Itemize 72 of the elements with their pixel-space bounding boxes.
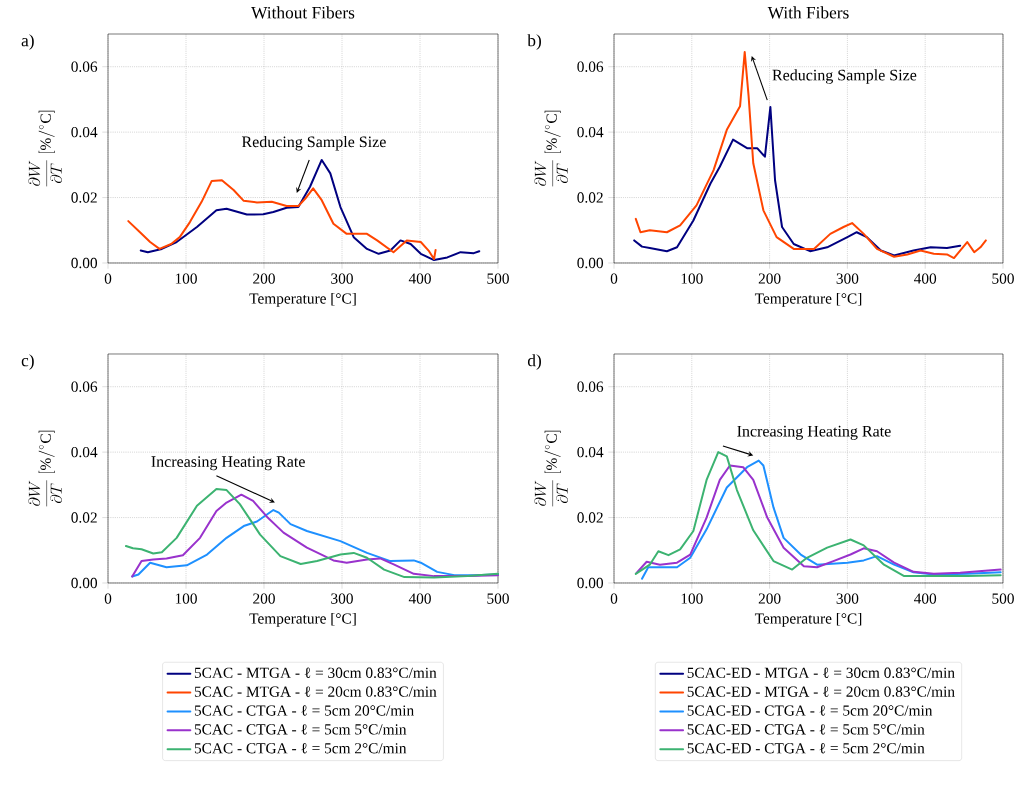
x-axis-title: Temperature [°C] — [249, 612, 356, 627]
chart-title: Without Fibers — [251, 6, 355, 19]
annotation: Increasing Heating Rate — [737, 425, 891, 440]
x-tick-label: 100 — [175, 593, 197, 604]
legend-label: 5CAC - MTGA - ℓ = 30cm 0.83°C/min — [194, 667, 437, 678]
legend-label: 5CAC - CTGA - ℓ = 5cm 5°C/min — [194, 724, 407, 735]
y-tick-label: 0.06 — [71, 61, 98, 72]
y-tick-label: 0.04 — [577, 446, 604, 458]
line-series — [633, 105, 962, 257]
x-tick-label: 100 — [681, 273, 703, 284]
text: c) — [21, 354, 34, 370]
x-tick-label: 0 — [610, 593, 618, 604]
text: d) — [527, 354, 541, 370]
y-axis-title: $\frac{\partial W}{\partial T}\ [\%/^{\circ}\mathrm{C}]$ — [28, 110, 62, 187]
annotation: Increasing Heating Rate — [151, 456, 305, 471]
x-tick-label: 500 — [992, 273, 1014, 284]
x-tick-label: 0 — [104, 273, 112, 284]
x-tick-label: 0 — [610, 273, 618, 284]
x-tick-label: 200 — [253, 593, 275, 604]
legend-label: 5CAC-ED - CTGA - ℓ = 5cm 20°C/min — [687, 705, 933, 716]
x-axis-title: Temperature [°C] — [249, 292, 356, 307]
y-tick-label: 0.00 — [71, 577, 98, 589]
x-axis-title: Temperature [°C] — [754, 612, 862, 627]
chart-title: With Fibers — [767, 6, 849, 19]
y-axis-title: $\frac{\partial W}{\partial T}\ [\%/^{\circ}\mathrm{C}]$ — [28, 430, 62, 507]
x-tick-label: 300 — [331, 593, 353, 604]
x-tick-label: 500 — [487, 593, 509, 604]
x-tick-label: 200 — [758, 273, 781, 284]
y-tick-label: 0.04 — [71, 446, 98, 458]
y-tick-label: 0.06 — [577, 61, 604, 72]
x-tick-label: 400 — [913, 593, 937, 604]
line-series — [139, 158, 481, 262]
y-tick-label: 0.00 — [577, 257, 604, 269]
y-tick-label: 0.06 — [577, 381, 604, 392]
y-tick-label: 0.04 — [71, 126, 98, 138]
text: b) — [527, 34, 541, 50]
x-tick-label: 300 — [836, 273, 859, 284]
y-tick-label: 0.00 — [71, 257, 98, 269]
y-tick-label: 0.02 — [71, 512, 97, 523]
legend-label: 5CAC-ED - MTGA - ℓ = 30cm 0.83°C/min — [687, 667, 955, 678]
x-tick-label: 200 — [253, 273, 275, 284]
legend-label: 5CAC - CTGA - ℓ = 5cm 2°C/min — [194, 743, 407, 754]
y-axis-title: $\frac{\partial W}{\partial T}\ [\%/^{\circ}\mathrm{C}]$ — [534, 110, 568, 187]
legend-label: 5CAC-ED - MTGA - ℓ = 20cm 0.83°C/min — [687, 686, 955, 697]
y-tick-label: 0.04 — [577, 126, 604, 138]
text: a) — [21, 34, 34, 50]
legend-label: 5CAC-ED - CTGA - ℓ = 5cm 5°C/min — [687, 724, 925, 735]
line-series — [127, 179, 437, 261]
y-tick-label: 0.06 — [71, 381, 98, 392]
x-tick-label: 100 — [175, 273, 197, 284]
y-tick-label: 0.02 — [577, 512, 603, 523]
x-tick-label: 500 — [992, 593, 1014, 604]
y-tick-label: 0.00 — [577, 577, 604, 589]
legend-label: 5CAC - MTGA - ℓ = 20cm 0.83°C/min — [194, 686, 437, 697]
annotation: Reducing Sample Size — [772, 69, 917, 84]
x-tick-label: 500 — [487, 273, 509, 284]
line-series — [634, 50, 987, 260]
legend-label: 5CAC-ED - CTGA - ℓ = 5cm 2°C/min — [687, 743, 925, 754]
x-tick-label: 400 — [408, 273, 431, 284]
y-tick-label: 0.02 — [71, 192, 97, 203]
x-tick-label: 400 — [408, 593, 431, 604]
x-tick-label: 300 — [836, 593, 859, 604]
x-tick-label: 0 — [104, 593, 112, 604]
x-tick-label: 400 — [913, 273, 937, 284]
x-tick-label: 300 — [331, 273, 353, 284]
annotation: Reducing Sample Size — [241, 135, 386, 151]
y-axis-title: $\frac{\partial W}{\partial T}\ [\%/^{\circ}\mathrm{C}]$ — [534, 430, 568, 507]
y-tick-label: 0.02 — [577, 192, 603, 203]
legend-label: 5CAC - CTGA - ℓ = 5cm 20°C/min — [194, 705, 414, 716]
x-tick-label: 200 — [758, 593, 781, 604]
x-tick-label: 100 — [681, 593, 703, 604]
x-axis-title: Temperature [°C] — [754, 292, 862, 307]
